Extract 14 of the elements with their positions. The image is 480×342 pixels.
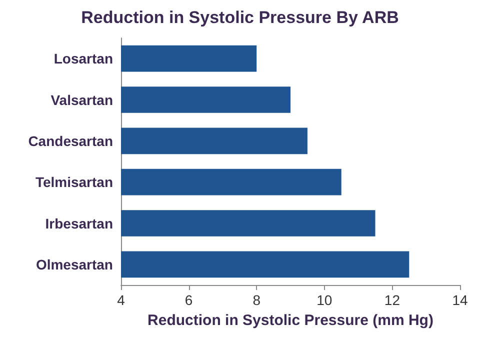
x-tick-label: 4 — [117, 292, 126, 308]
chart-title: Reduction in Systolic Pressure By ARB — [81, 8, 399, 27]
y-tick-label: Candesartan — [28, 132, 113, 149]
y-tick-label: Losartan — [54, 50, 113, 67]
y-tick-label: Olmesartan — [36, 256, 113, 272]
y-tick-label: Telmisartan — [35, 174, 113, 190]
x-tick-label: 6 — [184, 292, 193, 308]
y-tick-label: Irbesartan — [45, 215, 113, 232]
x-tick-label: 8 — [252, 292, 261, 308]
x-tick-label: 12 — [384, 292, 400, 308]
x-axis-title: Reduction in Systolic Pressure (mm Hg) — [148, 312, 434, 329]
x-tick-label: 14 — [452, 292, 468, 308]
x-tick-label: 10 — [316, 292, 332, 308]
y-tick-label: Valsartan — [50, 92, 113, 108]
